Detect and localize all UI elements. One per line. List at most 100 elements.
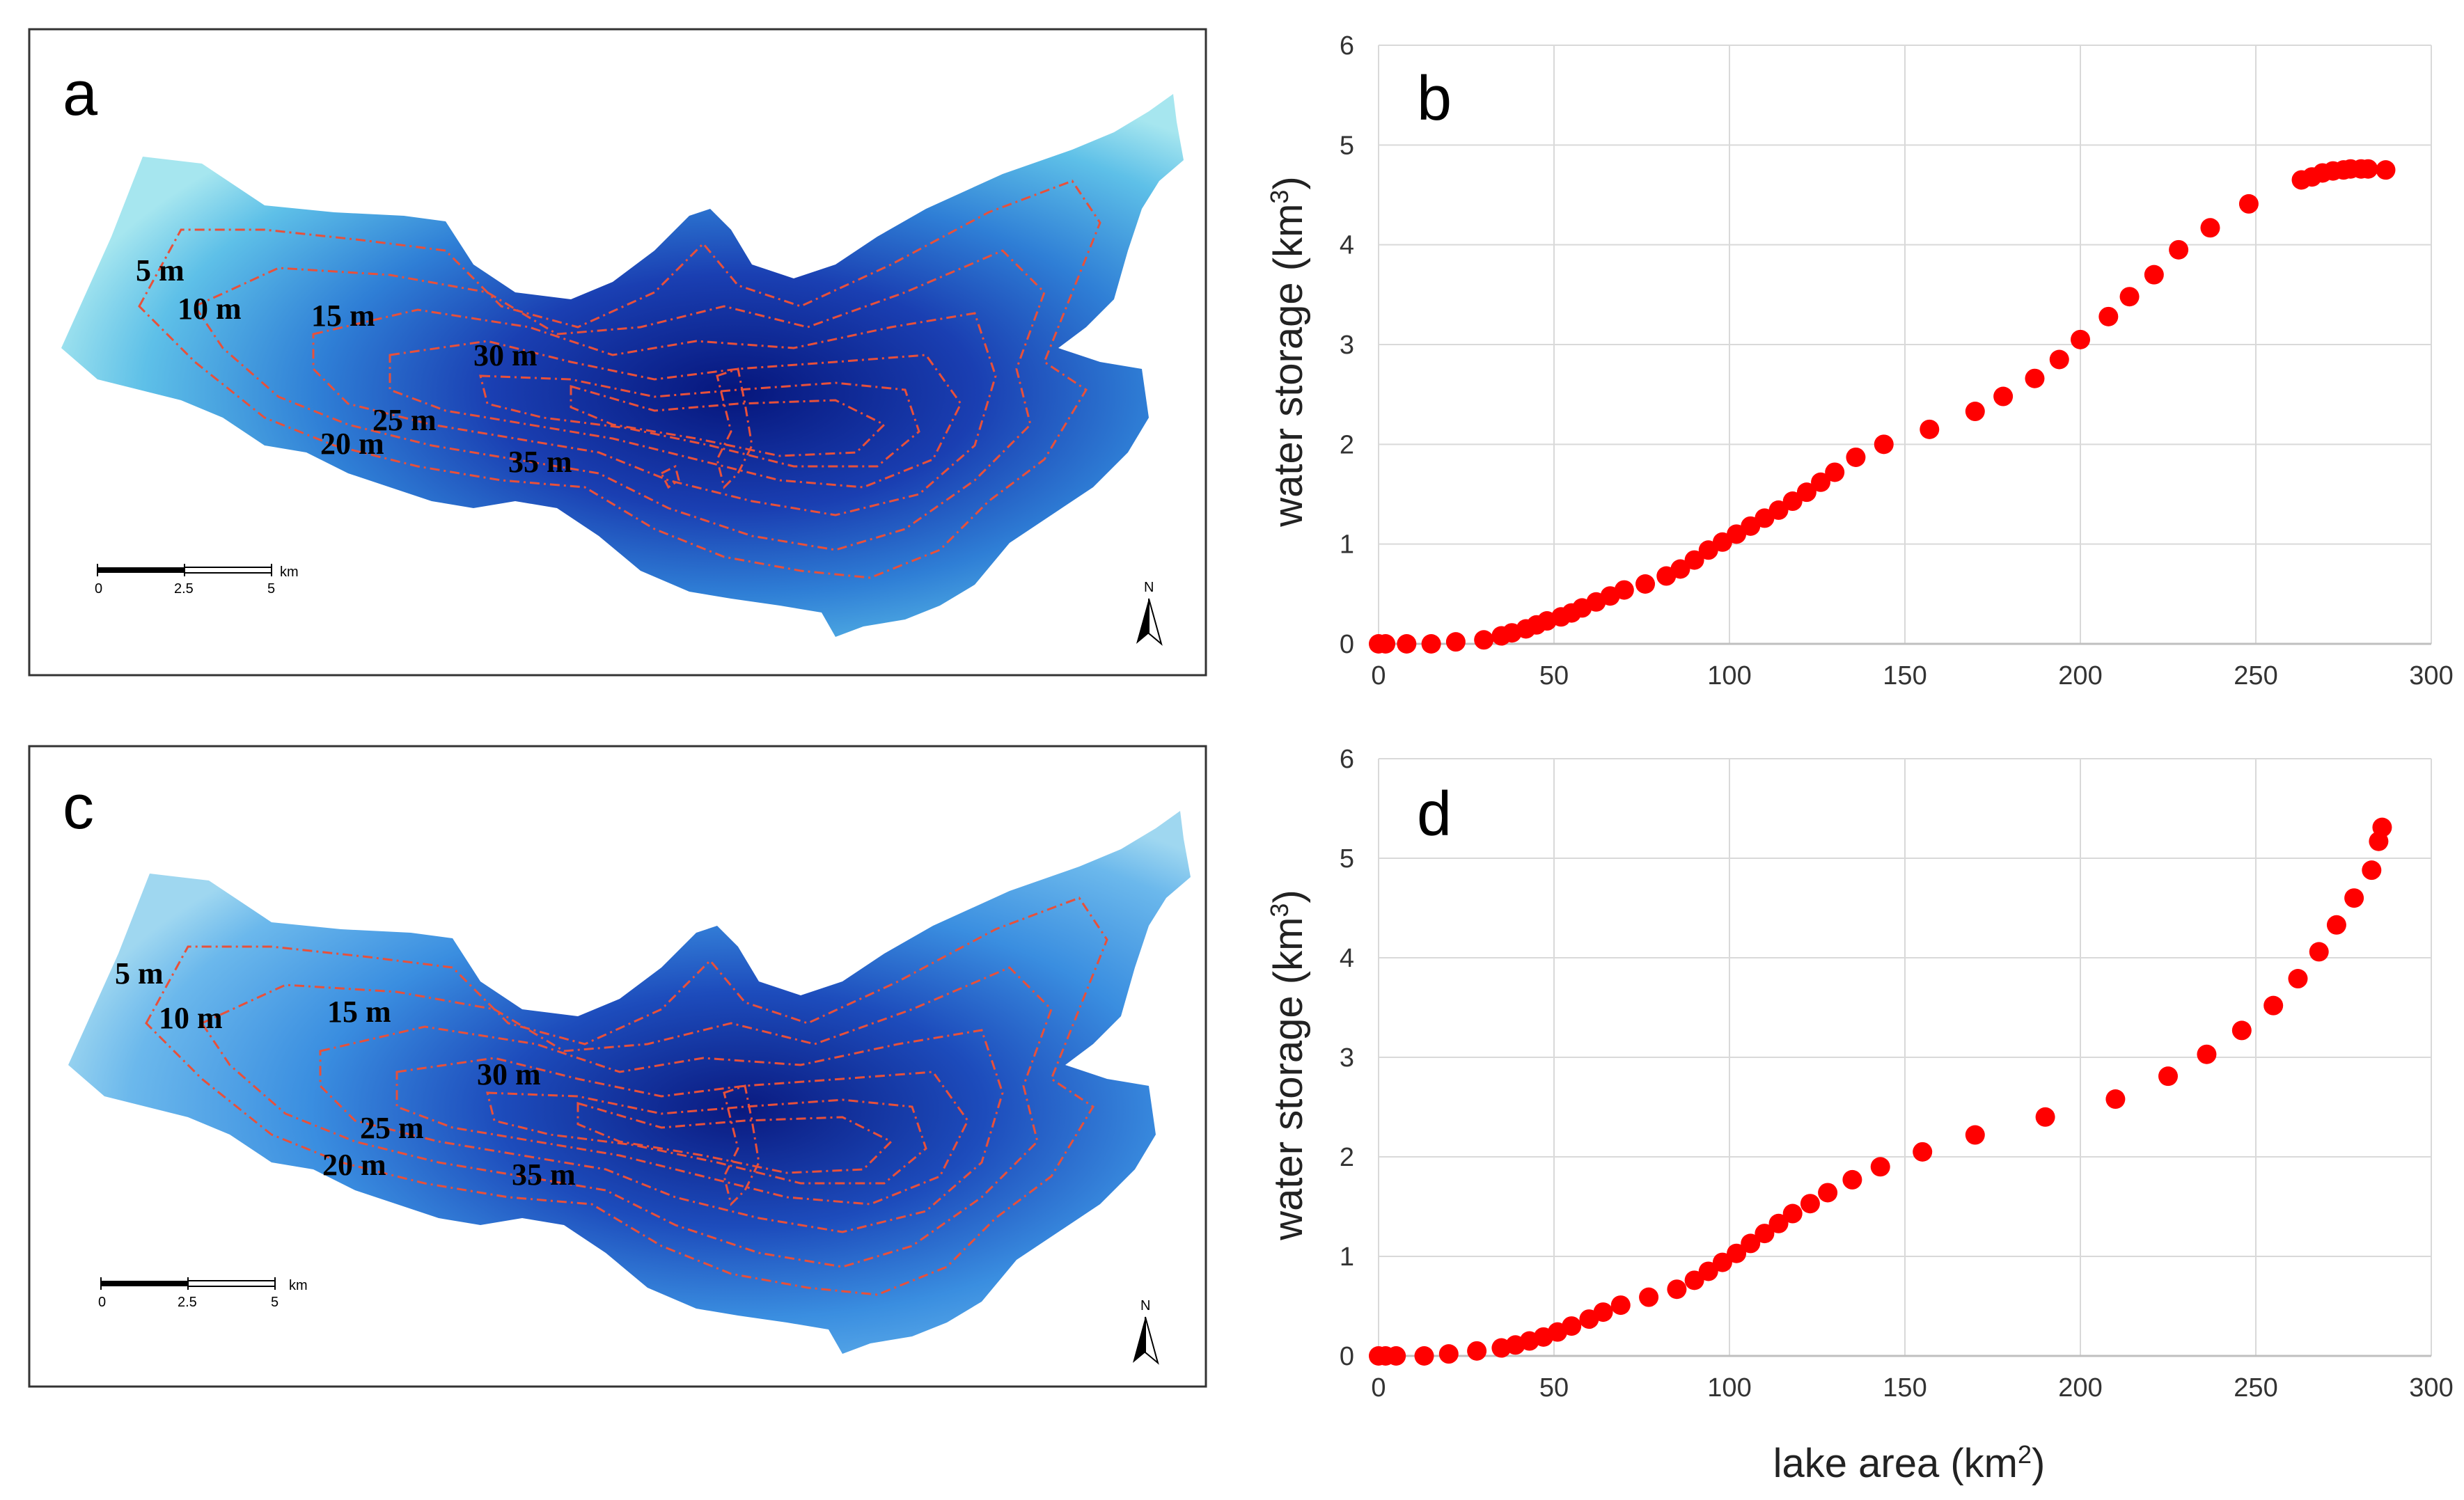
scale-unit: km xyxy=(280,565,299,580)
chart-tick-labels: 0 1 2 3 4 5 6 0 50 100 150 200 250 300 xyxy=(1340,745,2454,1403)
y-tick-label: 1 xyxy=(1340,1242,1354,1272)
data-point xyxy=(2071,329,2090,349)
scale-tick-0: 0 xyxy=(95,581,102,597)
data-point xyxy=(1768,1213,1789,1233)
data-point xyxy=(1467,1341,1487,1361)
data-point xyxy=(1684,1270,1704,1290)
chart-points xyxy=(1369,159,2396,654)
y-tick-label: 2 xyxy=(1340,430,1354,459)
contour-label-5m: 5 m xyxy=(136,253,185,287)
panel-c-map: c 5 m 10 m 15 m 20 m 25 m 30 m 35 m 0 2.… xyxy=(28,745,1207,1388)
data-point xyxy=(1397,634,1417,654)
data-point xyxy=(1562,1316,1582,1336)
data-point xyxy=(2288,969,2308,989)
data-point xyxy=(1610,1295,1631,1316)
y-tick-label: 6 xyxy=(1340,745,1354,774)
depth-contours xyxy=(145,897,1108,1296)
data-point xyxy=(1667,1279,1687,1300)
contour-label-30m: 30 m xyxy=(477,1057,541,1091)
data-point xyxy=(1727,1243,1747,1263)
north-arrow-icon: N xyxy=(1136,580,1163,646)
chart-tick-labels: 0 1 2 3 4 5 6 0 50 100 150 200 250 300 xyxy=(1340,31,2454,690)
y-tick-label: 2 xyxy=(1340,1143,1354,1172)
contour-label-30m: 30 m xyxy=(473,338,537,372)
data-point xyxy=(1438,1344,1459,1364)
chart-b: 0 1 2 3 4 5 6 0 50 100 150 200 250 300 b water storag… xyxy=(1265,31,2454,690)
data-point xyxy=(2362,860,2382,881)
data-point xyxy=(1874,434,1894,455)
data-point xyxy=(2169,239,2189,260)
x-tick-label: 150 xyxy=(1883,1373,1927,1403)
data-point xyxy=(1842,1169,1862,1190)
y-tick-label: 0 xyxy=(1340,1342,1354,1371)
y-tick-label: 4 xyxy=(1340,944,1354,973)
data-point xyxy=(1800,1194,1820,1214)
y-tick-label: 4 xyxy=(1340,231,1354,260)
x-tick-label: 100 xyxy=(1707,1373,1751,1403)
panel-letter: a xyxy=(63,59,98,129)
data-point xyxy=(1768,500,1789,520)
data-point xyxy=(1811,472,1831,492)
contour-label-20m: 20 m xyxy=(320,427,384,461)
data-point xyxy=(1825,462,1845,482)
scale-tick-5: 5 xyxy=(267,581,275,597)
data-point xyxy=(1421,634,1441,654)
data-point xyxy=(1741,1233,1761,1254)
scale-unit: km xyxy=(289,1278,308,1293)
data-point xyxy=(1474,630,1494,650)
data-point xyxy=(1684,550,1704,570)
data-point xyxy=(2098,306,2119,326)
data-point xyxy=(1782,491,1803,512)
data-point xyxy=(1755,1224,1775,1244)
scale-tick-2.5: 2.5 xyxy=(178,1295,197,1310)
data-point xyxy=(2376,160,2396,180)
y-tick-label: 0 xyxy=(1340,630,1354,659)
chart-grid xyxy=(1378,45,2432,645)
contour-label-20m: 20 m xyxy=(322,1148,386,1182)
y-axis-title: water storage (km3) xyxy=(1265,176,1311,528)
y-tick-label: 1 xyxy=(1340,530,1354,560)
data-point xyxy=(1414,1346,1434,1366)
contour-label-35m: 35 m xyxy=(508,445,572,479)
data-point xyxy=(1870,1157,1890,1177)
x-tick-label: 150 xyxy=(1883,661,1927,690)
data-point xyxy=(2197,1044,2217,1064)
scale-bar: 0 2.5 5 km xyxy=(98,1277,308,1310)
chart-grid xyxy=(1378,758,2432,1357)
contour-label-25m: 25 m xyxy=(372,403,437,437)
data-point xyxy=(1445,632,1466,652)
data-point xyxy=(1639,1287,1659,1307)
data-point xyxy=(1386,1346,1406,1366)
panel-a-map: a 5 m 10 m 15 m 20 m 25 m 30 m 35 m 0 2.… xyxy=(28,28,1207,677)
scale-tick-2.5: 2.5 xyxy=(174,581,194,597)
x-tick-label: 200 xyxy=(2058,661,2102,690)
contour-label-15m: 15 m xyxy=(311,299,375,333)
x-tick-label: 0 xyxy=(1371,661,1386,690)
data-point xyxy=(2344,888,2364,908)
data-point xyxy=(2144,265,2164,285)
north-arrow-icon: N xyxy=(1133,1298,1159,1365)
y-tick-label: 5 xyxy=(1340,131,1354,160)
x-tick-label: 250 xyxy=(2234,1373,2277,1403)
data-point xyxy=(2358,159,2378,179)
x-tick-label: 50 xyxy=(1539,1373,1569,1403)
contour-label-35m: 35 m xyxy=(512,1158,576,1192)
data-point xyxy=(2231,1020,2252,1041)
data-point xyxy=(2372,817,2392,837)
contour-label-15m: 15 m xyxy=(327,995,391,1029)
data-point xyxy=(1796,482,1816,503)
x-tick-label: 100 xyxy=(1707,661,1751,690)
data-point xyxy=(1965,1125,1985,1145)
data-point xyxy=(1965,402,1985,422)
data-point xyxy=(2158,1066,2178,1087)
data-point xyxy=(1712,1252,1732,1272)
contour-label-5m: 5 m xyxy=(115,956,164,990)
x-tick-label: 0 xyxy=(1371,1373,1386,1403)
north-label: N xyxy=(1140,1298,1150,1313)
panel-letter: c xyxy=(63,773,94,842)
panel-letter: d xyxy=(1417,780,1452,849)
chart-points xyxy=(1369,817,2392,1366)
x-axis-title: lake area (km2) xyxy=(1773,1440,2046,1486)
data-point xyxy=(1635,574,1656,594)
data-point xyxy=(1670,559,1690,579)
